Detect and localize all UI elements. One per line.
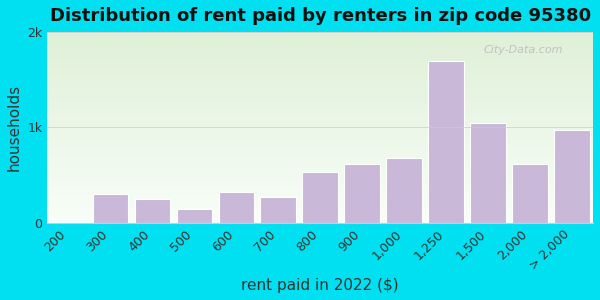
Y-axis label: households: households — [7, 84, 22, 171]
X-axis label: rent paid in 2022 ($): rent paid in 2022 ($) — [241, 278, 399, 293]
Bar — [554, 130, 590, 223]
Bar — [92, 194, 128, 223]
Title: Distribution of rent paid by renters in zip code 95380: Distribution of rent paid by renters in … — [50, 7, 591, 25]
Bar — [344, 164, 380, 223]
Bar — [218, 192, 254, 223]
Bar — [50, 222, 86, 223]
Bar — [176, 208, 212, 223]
Bar — [302, 172, 338, 223]
Bar — [512, 164, 548, 223]
Text: City-Data.com: City-Data.com — [484, 45, 563, 56]
Bar — [386, 158, 422, 223]
Bar — [428, 61, 464, 223]
Bar — [260, 197, 296, 223]
Bar — [134, 199, 170, 223]
Bar — [470, 123, 506, 223]
